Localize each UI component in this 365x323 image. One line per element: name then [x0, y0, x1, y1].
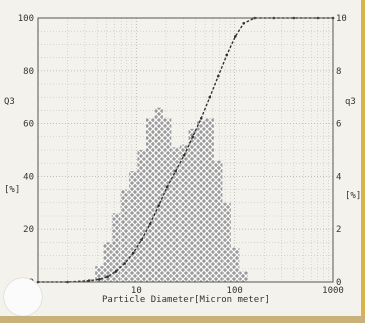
cumulative-point — [87, 279, 91, 282]
histogram-bar — [171, 147, 180, 282]
histogram-bar — [111, 213, 121, 282]
cumulative-point — [199, 117, 203, 120]
cumulative-point — [216, 74, 220, 78]
histogram-bars — [84, 107, 248, 283]
y-right-tick-label: 0 — [336, 278, 341, 288]
cumulative-point — [114, 270, 118, 273]
cumulative-point — [131, 251, 135, 255]
cumulative-point — [225, 53, 229, 57]
plot-frame — [37, 17, 334, 283]
histogram-bar — [205, 118, 214, 282]
cumulative-point — [148, 222, 152, 226]
histogram-bar — [145, 118, 155, 282]
y-left-tick-label: 60 — [23, 120, 34, 130]
histogram-bar — [120, 189, 129, 282]
histogram-bar — [103, 242, 112, 282]
cumulative-point — [106, 275, 109, 279]
cumulative-point — [123, 262, 126, 265]
histogram-bar — [222, 202, 231, 282]
y-right-tick-label: 2 — [336, 225, 341, 235]
y-left-tick-label: 100 — [18, 14, 34, 24]
cumulative-point — [174, 169, 177, 173]
histogram-bar — [137, 150, 146, 282]
y-left-label: Q3 — [4, 97, 15, 107]
y-right-tick-label: 6 — [336, 120, 341, 130]
histogram-bar — [154, 107, 163, 282]
histogram-bar — [214, 160, 223, 282]
cumulative-point — [242, 21, 246, 25]
page-corner-disc — [4, 278, 42, 316]
y-left-tick-label: 20 — [23, 225, 34, 235]
histogram-bar — [95, 266, 104, 282]
cumulative-line — [37, 17, 334, 283]
y-right-tick-label: 8 — [336, 67, 341, 77]
page-edge — [361, 0, 365, 323]
cumulative-series — [36, 16, 335, 284]
histogram-bar — [188, 128, 197, 282]
y-left-tick-label: 80 — [23, 67, 34, 77]
cumulative-point — [182, 153, 186, 157]
histogram-bar — [231, 247, 240, 282]
y-left-tick-label: 40 — [23, 172, 34, 182]
cumulative-point — [191, 135, 194, 139]
y-right-label: q3 — [345, 97, 356, 107]
x-axis-label: Particle Diameter[Micron meter] — [102, 295, 270, 305]
cumulative-point — [165, 185, 169, 189]
histogram-bar — [180, 144, 189, 282]
cumulative-point — [233, 35, 237, 38]
x-tick-label: 1000 — [322, 286, 344, 296]
y-right-tick-label: 4 — [336, 172, 341, 182]
histogram-bar — [239, 271, 248, 282]
x-tick-label: 100 — [227, 286, 243, 296]
cumulative-point — [208, 95, 212, 99]
y-right-tick-label: 10 — [336, 14, 347, 24]
histogram-bar — [129, 171, 138, 282]
y-left-unit: [%] — [4, 185, 20, 195]
histogram-bar — [163, 118, 172, 282]
x-tick-label: 10 — [131, 286, 142, 296]
cumulative-point — [140, 238, 143, 242]
cumulative-point — [157, 204, 161, 207]
page-shadow — [0, 316, 365, 323]
y-right-unit: [%] — [345, 191, 361, 201]
histogram-bar — [197, 120, 206, 283]
cumulative-point — [97, 278, 101, 281]
